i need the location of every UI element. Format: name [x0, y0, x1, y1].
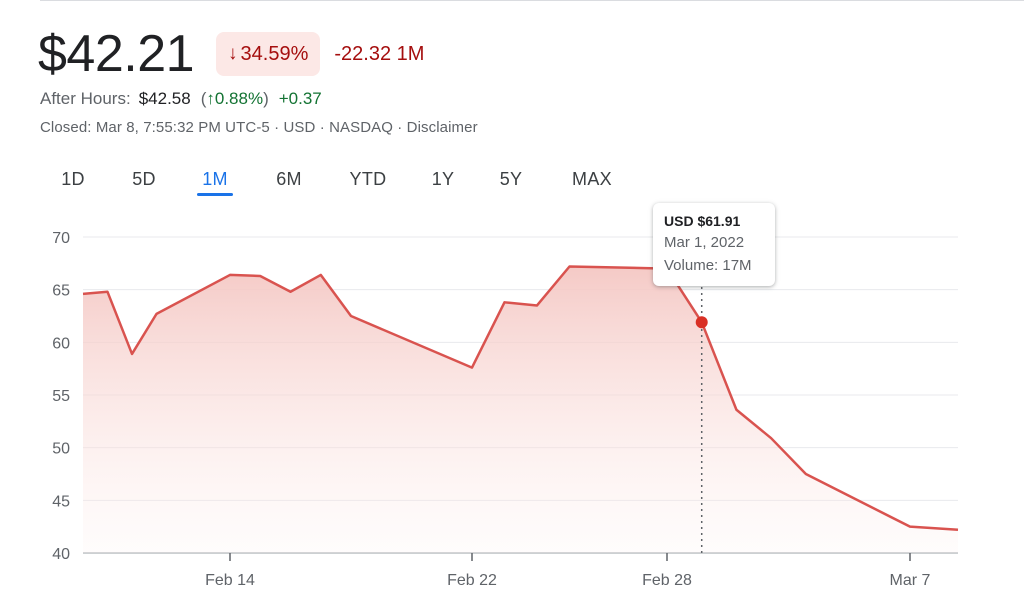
hover-point — [695, 316, 708, 329]
current-price: $42.21 — [38, 25, 195, 83]
range-tab-ytd[interactable]: YTD — [349, 169, 387, 189]
range-tabs: 1D 5D 1M 6M YTD 1Y 5Y MAX — [0, 165, 700, 205]
up-arrow-icon: ↑ — [206, 89, 215, 108]
after-hours-change: +0.37 — [278, 89, 322, 108]
price-line — [82, 265, 959, 531]
close-paren: ) — [263, 89, 269, 108]
x-tick-label: Feb 28 — [642, 572, 692, 589]
percent-change-value: 34.59% — [240, 42, 309, 65]
open-paren: ( — [200, 89, 207, 108]
y-tick-label: 50 — [52, 441, 70, 458]
tooltip-price: USD $61.91 — [664, 213, 741, 229]
x-tick-label: Mar 7 — [890, 572, 931, 589]
after-hours-percent-value: 0.88% — [214, 89, 264, 108]
top-divider — [40, 0, 1024, 1]
after-hours-percent: (↑0.88%) — [201, 89, 269, 109]
x-tick-label: Feb 14 — [205, 572, 255, 589]
price-header: $42.21 ↓ 34.59% -22.32 1M — [38, 26, 424, 82]
range-tab-max[interactable]: MAX — [572, 169, 612, 189]
after-hours-row: After Hours: $42.58 (↑0.88%) +0.37 — [40, 89, 322, 109]
down-arrow-icon: ↓ — [228, 43, 238, 64]
price-area-fill — [83, 266, 958, 553]
y-tick-label: 45 — [52, 493, 70, 510]
tooltip-volume: Volume: 17M — [664, 257, 752, 274]
y-tick-label: 70 — [52, 230, 70, 247]
x-tick-label: Feb 22 — [447, 572, 497, 589]
absolute-change: -22.32 1M — [334, 42, 425, 65]
range-tab-5d[interactable]: 5D — [132, 169, 156, 189]
range-tab-5y[interactable]: 5Y — [499, 169, 523, 189]
market-status-line: Closed: Mar 8, 7:55:32 PM UTC-5 · USD · … — [40, 119, 478, 136]
range-tab-1m[interactable]: 1M — [202, 169, 228, 189]
range-tab-1y[interactable]: 1Y — [431, 169, 455, 189]
range-tab-1d[interactable]: 1D — [61, 169, 85, 189]
y-tick-label: 60 — [52, 335, 70, 352]
tooltip-date: Mar 1, 2022 — [664, 234, 745, 251]
y-tick-label: 40 — [52, 546, 70, 563]
y-tick-label: 65 — [52, 283, 70, 300]
y-tick-label: 55 — [52, 388, 70, 405]
after-hours-label: After Hours: — [40, 89, 131, 108]
percent-change-badge: ↓ 34.59% — [216, 32, 321, 76]
after-hours-price: $42.58 — [138, 89, 191, 108]
range-tab-6m[interactable]: 6M — [276, 169, 302, 189]
hover-tooltip: USD $61.91 Mar 1, 2022 Volume: 17M — [653, 203, 775, 286]
active-tab-underline — [197, 193, 233, 196]
